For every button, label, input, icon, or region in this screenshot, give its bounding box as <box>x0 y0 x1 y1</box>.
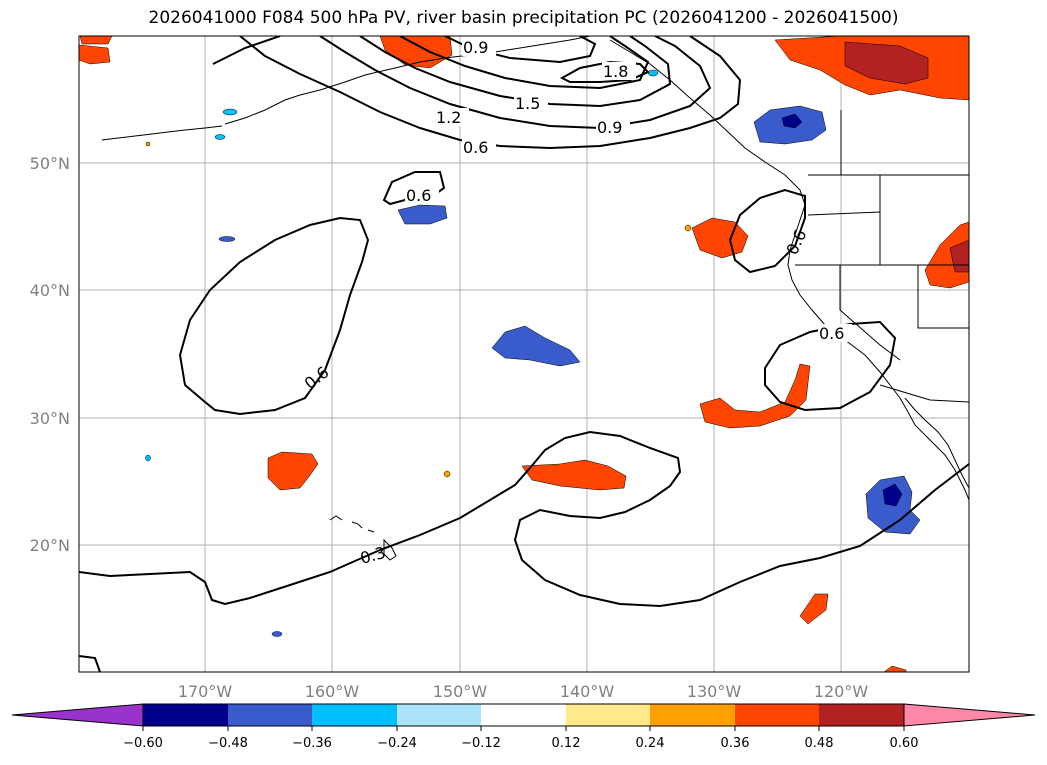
contour-label: 1.5 <box>515 94 540 113</box>
precip-positive-dot <box>443 470 451 478</box>
contour-label: 1.8 <box>603 62 628 81</box>
precip-strong-blob <box>844 41 929 85</box>
colorbar-tick-label: −0.24 <box>377 736 417 751</box>
precip-negative-blob <box>491 325 581 367</box>
colorbar-tick-label: 0.48 <box>805 736 834 751</box>
mexico-border <box>879 384 969 403</box>
precip-negative-dot <box>222 108 238 116</box>
precip-positive-blob <box>79 44 111 65</box>
pv-contour-0.9 <box>319 36 712 130</box>
precip-negative-dot <box>271 631 283 637</box>
contour-label: 1.2 <box>436 108 461 127</box>
lat-label-50n: 50°N <box>30 154 70 173</box>
colorbar-tick-label: 0.12 <box>552 736 581 751</box>
precip-negative-dot <box>145 454 151 462</box>
colorbar-tick-label: −0.48 <box>208 736 248 751</box>
aleutian-chain <box>101 125 223 141</box>
lon-label-140w: 140°W <box>560 682 615 701</box>
longitude-labels: 170°W 160°W 150°W 140°W 130°W 120°W <box>178 682 869 701</box>
lon-label-120w: 120°W <box>814 682 869 701</box>
precip-negative-dot <box>218 236 236 242</box>
colorbar-bin <box>650 704 735 726</box>
contour-label: 0.9 <box>597 118 622 137</box>
lon-label-150w: 150°W <box>433 682 488 701</box>
lon-label-170w: 170°W <box>178 682 233 701</box>
lon-label-160w: 160°W <box>305 682 360 701</box>
colorbar-bin <box>735 704 819 726</box>
contour-label: 0.6 <box>406 186 431 205</box>
colorbar-tick-label: 0.24 <box>636 736 665 751</box>
colorbar-bin <box>819 704 904 726</box>
colorbar-tick-label: 0.36 <box>721 736 750 751</box>
plot-area: 0.9 1.8 1.5 1.2 0.9 0.6 0.6 0.6 0.6 0.6 … <box>79 36 969 672</box>
state-border <box>839 265 901 361</box>
latitude-labels: 50°N 40°N 30°N 20°N <box>30 154 70 555</box>
pv-contour-1.5 <box>399 36 650 90</box>
pv-contour-0.3 <box>79 655 101 672</box>
colorbar: −0.60 −0.48 −0.36 −0.24 −0.12 0.12 0.24 … <box>11 703 1036 751</box>
precip-negative-dot <box>214 134 226 140</box>
contour-label: 0.6 <box>463 138 488 157</box>
alaska-coast <box>224 36 591 125</box>
precip-positive-blob <box>699 363 811 429</box>
colorbar-tick-label: 0.60 <box>890 736 919 751</box>
lat-label-20n: 20°N <box>30 536 70 555</box>
colorbar-over-arrow <box>903 703 1036 727</box>
precip-positive-blob <box>267 451 319 491</box>
pv-contour-0.6 <box>212 36 742 150</box>
precip-positive-dot <box>145 141 151 147</box>
plot-frame <box>78 35 970 673</box>
baja-california-coast <box>904 397 969 489</box>
pv-contour-0.6 <box>728 188 806 274</box>
precip-positive-dot <box>684 224 692 232</box>
precip-strong-blob <box>949 239 969 273</box>
pv-contour-0.6 <box>764 320 897 412</box>
lat-label-30n: 30°N <box>30 409 70 428</box>
precip-positive-blob <box>521 459 627 491</box>
colorbar-bin <box>397 704 481 726</box>
colorbar-tick-label: −0.12 <box>461 736 501 751</box>
precip-negative-blob <box>397 204 448 225</box>
colorbar-tick-label: −0.60 <box>123 736 163 751</box>
colorbar-tick-label: −0.36 <box>292 736 332 751</box>
colorbar-bin <box>312 704 397 726</box>
contour-labels: 0.9 1.8 1.5 1.2 0.9 0.6 0.6 0.6 0.6 0.6 … <box>301 38 852 568</box>
precip-positive-blob <box>799 593 829 625</box>
colorbar-bin <box>143 704 228 726</box>
colorbar-frame <box>142 703 905 727</box>
pv-contour-0.3 <box>79 430 969 608</box>
coastlines <box>101 36 969 561</box>
state-border <box>795 211 881 266</box>
precip-negative-dot <box>647 69 659 77</box>
alaska-panhandle-coast <box>609 39 969 501</box>
contour-label: 0.9 <box>463 38 488 57</box>
contour-label: 0.6 <box>819 324 844 343</box>
precip-positive-blob <box>883 665 907 672</box>
precip-very-negative-blob <box>781 113 803 129</box>
precip-shading <box>79 36 969 672</box>
colorbar-bin <box>228 704 312 726</box>
map-title: 2026041000 F084 500 hPa PV, river basin … <box>148 8 899 28</box>
pv-contour-1.2 <box>359 36 672 108</box>
precip-positive-blob <box>79 36 113 45</box>
colorbar-bin <box>566 704 650 726</box>
pv-contour-0.6 <box>178 216 370 416</box>
pv-contour-0.6 <box>382 171 446 206</box>
colorbar-bin <box>481 704 566 726</box>
lat-label-40n: 40°N <box>30 281 70 300</box>
hawaii-islands <box>329 515 397 561</box>
state-border <box>917 265 969 329</box>
precip-very-negative-blob <box>882 483 903 507</box>
pv-contour-1.8 <box>559 60 650 83</box>
lon-label-130w: 130°W <box>687 682 742 701</box>
colorbar-under-arrow <box>11 703 144 727</box>
